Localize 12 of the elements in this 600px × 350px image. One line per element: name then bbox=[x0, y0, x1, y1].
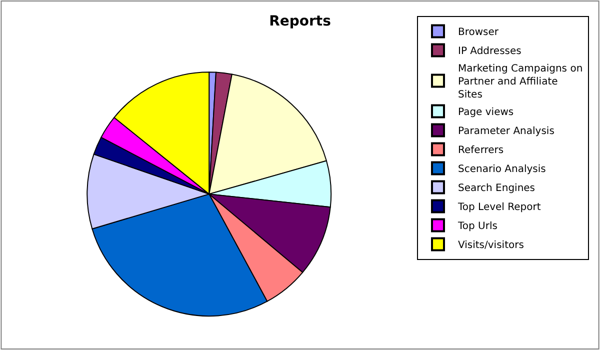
legend-label: Top Level Report bbox=[457, 202, 541, 214]
legend-label: Top Urls bbox=[457, 221, 498, 232]
legend-label: Browser bbox=[458, 27, 500, 38]
legend-label: Referrers bbox=[458, 145, 504, 156]
legend-label: Visits/visitors bbox=[458, 240, 524, 252]
legend-label: Scenario Analysis bbox=[458, 164, 546, 176]
legend-label: Marketing Campaigns on Partner and Affiliate Sites bbox=[458, 64, 583, 101]
chart-title: Reports bbox=[269, 14, 331, 30]
legend-label: Parameter Analysis bbox=[458, 126, 554, 138]
legend-label: IP Addresses bbox=[458, 46, 522, 58]
legend-label: Page views bbox=[458, 107, 514, 118]
legend-label: Search Engines bbox=[458, 183, 536, 194]
